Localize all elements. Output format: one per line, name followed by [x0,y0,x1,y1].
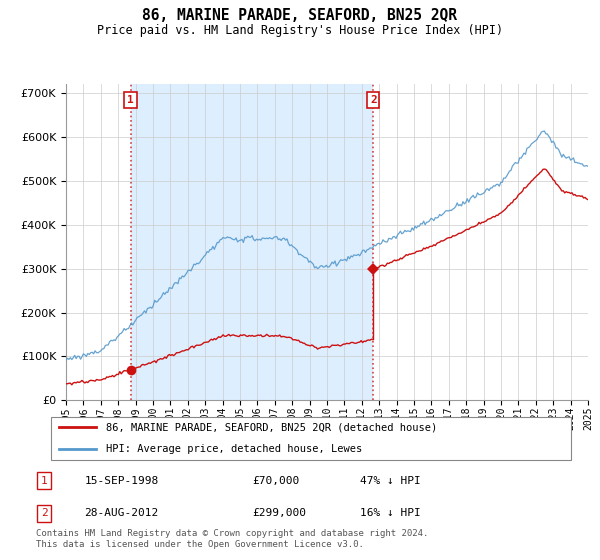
Text: 1: 1 [127,95,134,105]
Text: 28-AUG-2012: 28-AUG-2012 [85,508,159,519]
Text: 15-SEP-1998: 15-SEP-1998 [85,475,159,486]
Text: 2: 2 [370,95,377,105]
Text: 86, MARINE PARADE, SEAFORD, BN25 2QR: 86, MARINE PARADE, SEAFORD, BN25 2QR [143,8,458,24]
Text: £70,000: £70,000 [252,475,299,486]
Text: £299,000: £299,000 [252,508,306,519]
Text: Price paid vs. HM Land Registry's House Price Index (HPI): Price paid vs. HM Land Registry's House … [97,24,503,36]
Text: 47% ↓ HPI: 47% ↓ HPI [360,475,421,486]
Text: 1: 1 [41,475,47,486]
Text: 16% ↓ HPI: 16% ↓ HPI [360,508,421,519]
Text: 2: 2 [41,508,47,519]
Text: HPI: Average price, detached house, Lewes: HPI: Average price, detached house, Lewe… [106,444,362,454]
Text: Contains HM Land Registry data © Crown copyright and database right 2024.
This d: Contains HM Land Registry data © Crown c… [36,529,428,549]
FancyBboxPatch shape [50,417,571,460]
Text: 86, MARINE PARADE, SEAFORD, BN25 2QR (detached house): 86, MARINE PARADE, SEAFORD, BN25 2QR (de… [106,422,437,432]
Bar [131,84,373,400]
